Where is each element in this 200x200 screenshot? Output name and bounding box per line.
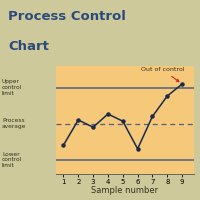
Text: Upper
control
limit: Upper control limit: [2, 79, 22, 96]
Text: Process
average: Process average: [2, 118, 26, 129]
Text: Chart: Chart: [8, 40, 49, 53]
Text: Lower
control
limit: Lower control limit: [2, 152, 22, 168]
X-axis label: Sample number: Sample number: [91, 186, 159, 195]
Text: Out of control: Out of control: [141, 67, 184, 82]
Text: Process Control: Process Control: [8, 10, 126, 23]
